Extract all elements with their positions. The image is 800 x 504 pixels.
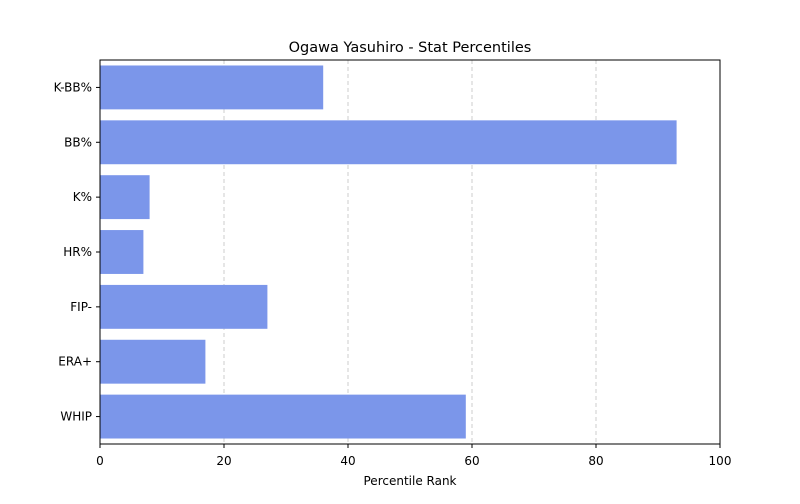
bars [100, 65, 677, 439]
y-tick-label: BB% [64, 135, 92, 149]
bar-whip [100, 394, 466, 439]
y-tick-label: WHIP [60, 410, 92, 424]
y-tick-label: FIP- [70, 300, 92, 314]
x-tick-label: 100 [709, 454, 732, 468]
x-axis: 0 20 40 60 80 100 [96, 444, 731, 468]
y-tick-label: K-BB% [54, 80, 92, 94]
x-tick-label: 40 [340, 454, 355, 468]
bar-era [100, 339, 206, 384]
x-axis-title: Percentile Rank [364, 474, 457, 488]
bar-fip [100, 284, 268, 329]
y-axis: K-BB% BB% K% HR% FIP- ERA+ WHIP [54, 80, 100, 424]
gridlines [223, 60, 597, 444]
bar-k [100, 175, 150, 220]
y-tick-label: HR% [63, 245, 92, 259]
bar-hr [100, 230, 144, 274]
y-tick-label: ERA+ [58, 355, 92, 369]
y-tick-label: K% [73, 190, 92, 204]
x-tick-label: 20 [216, 454, 231, 468]
x-tick-label: 80 [588, 454, 603, 468]
x-tick-label: 60 [464, 454, 479, 468]
x-tick-label: 0 [96, 454, 104, 468]
bar-k-bb [100, 65, 324, 110]
chart-title: Ogawa Yasuhiro - Stat Percentiles [289, 40, 532, 56]
bar-bb [100, 120, 677, 165]
plot-frame [99, 59, 721, 445]
